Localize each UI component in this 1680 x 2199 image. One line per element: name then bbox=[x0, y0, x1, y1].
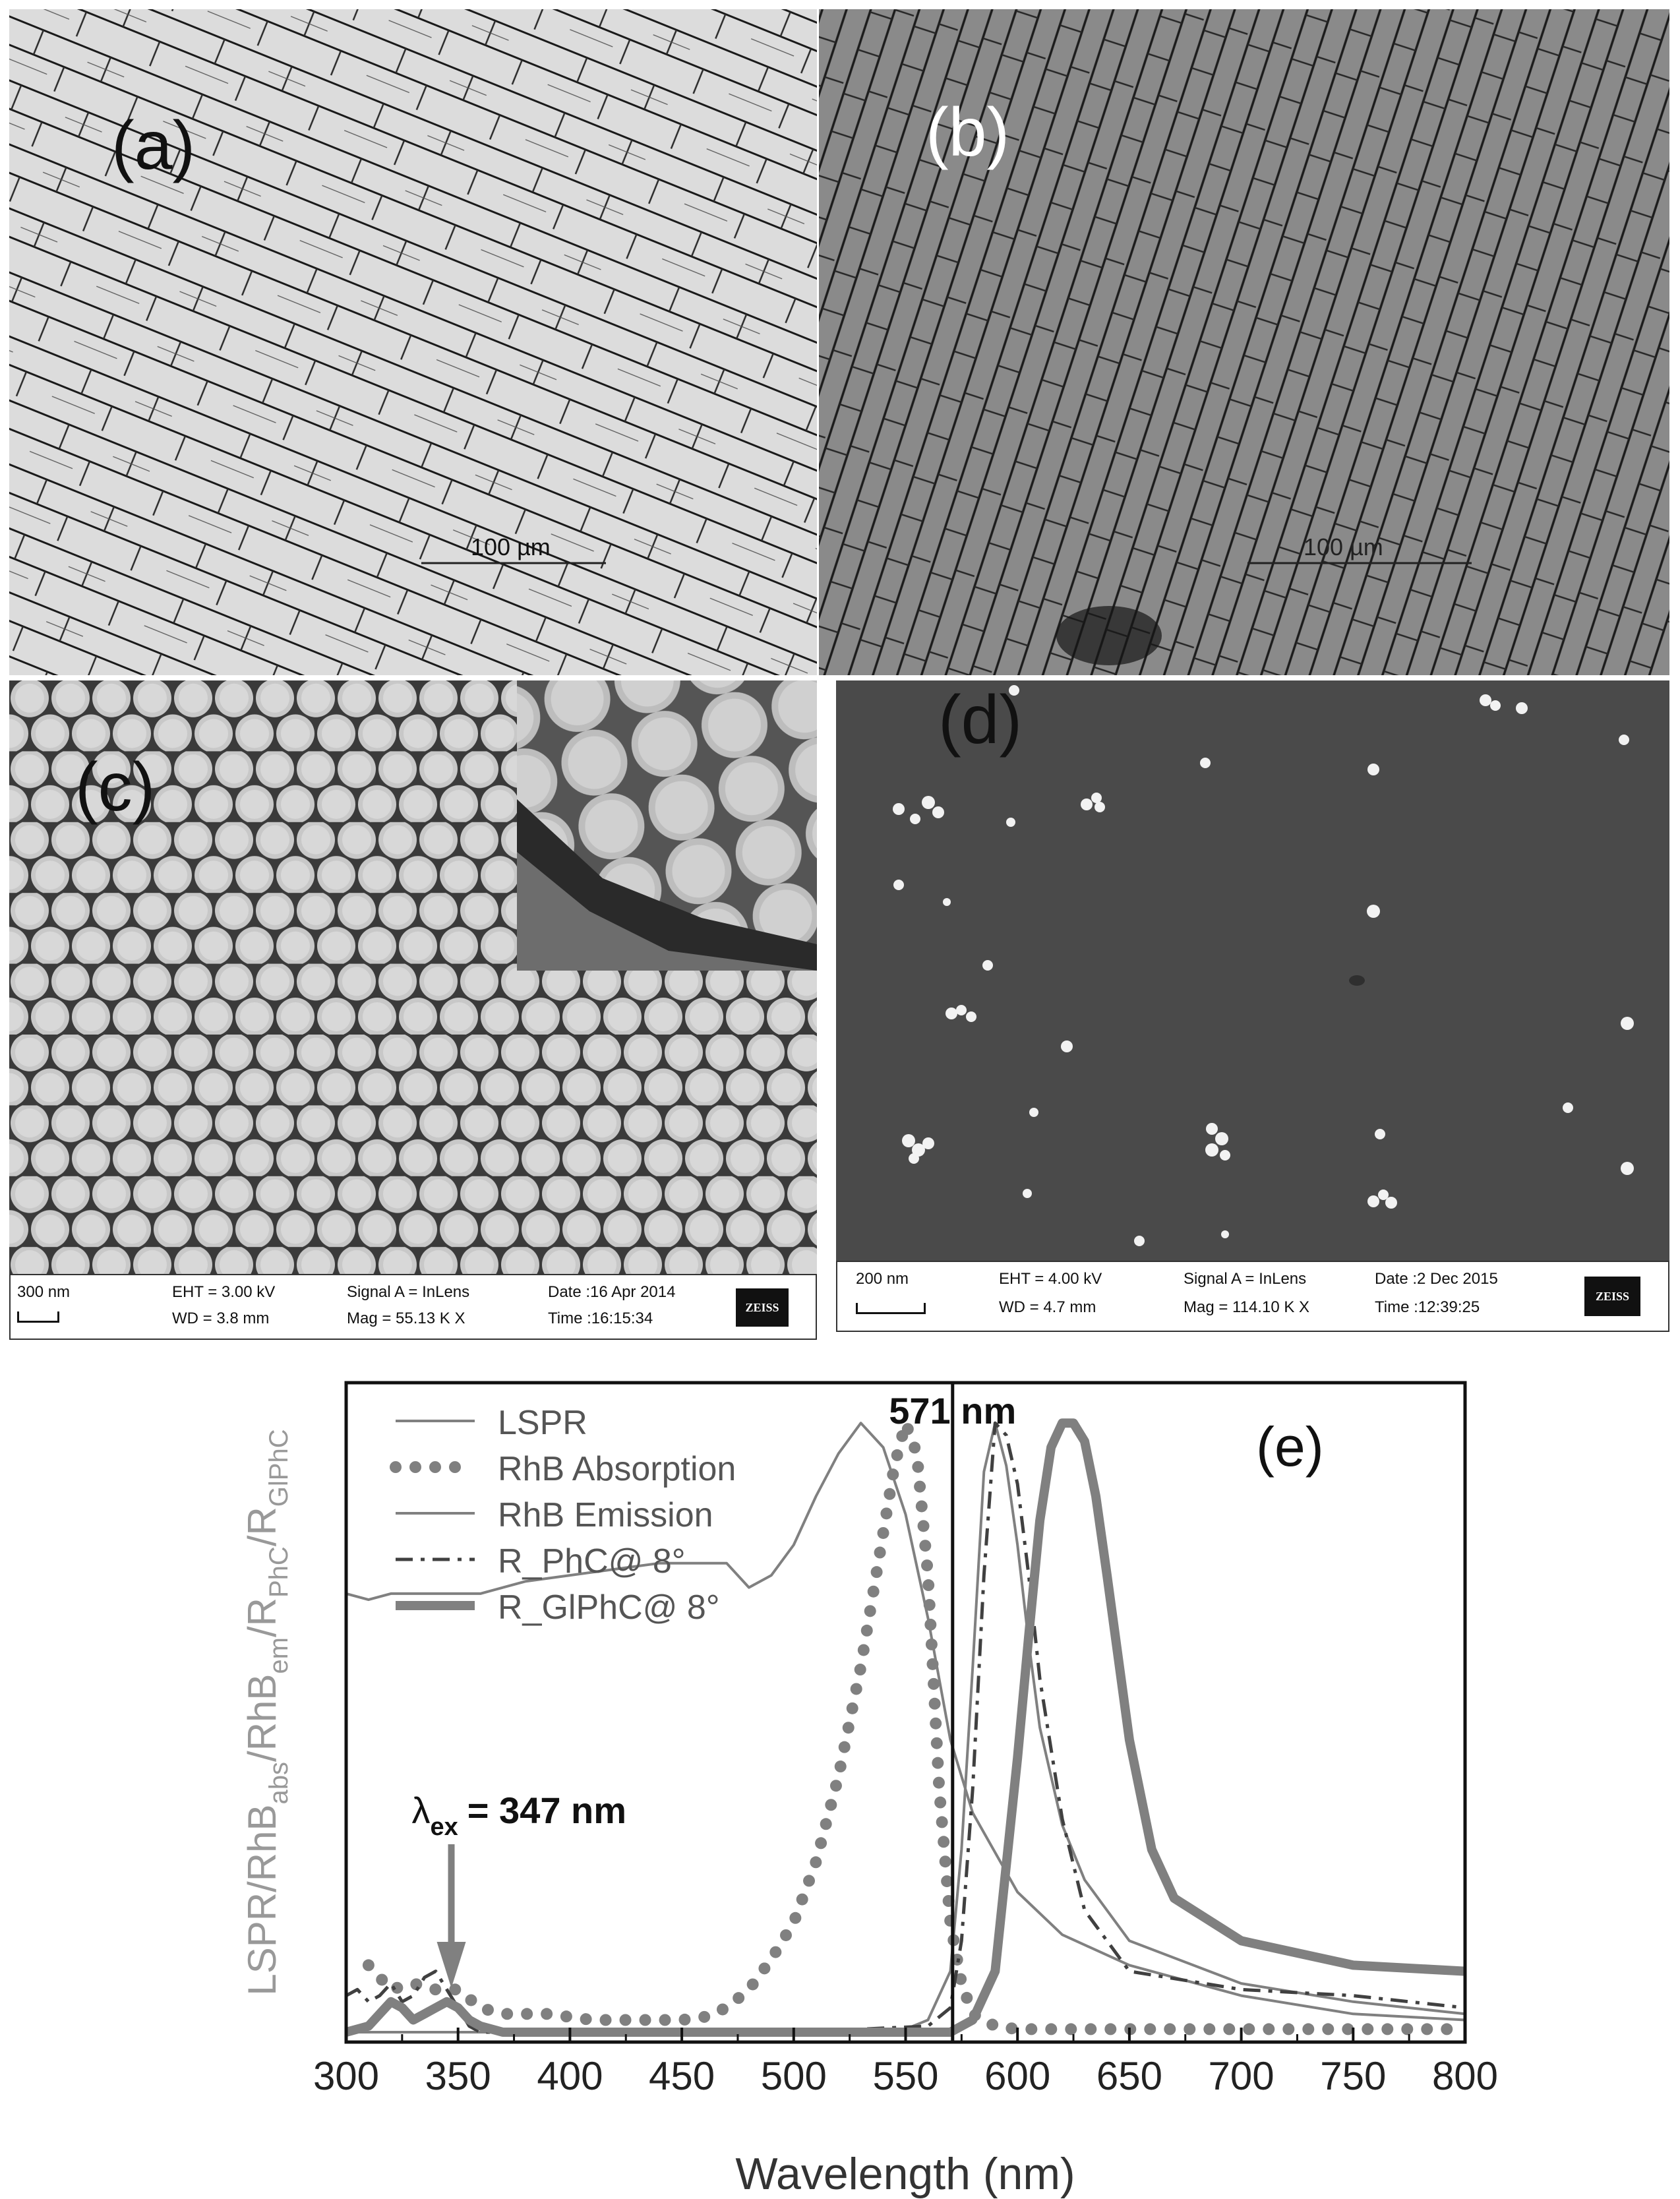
excitation-arrow bbox=[436, 1844, 466, 1988]
legend-label-2: RhB Emission bbox=[498, 1496, 713, 1534]
panel-a-label: (a) bbox=[111, 107, 196, 184]
series-3 bbox=[345, 1421, 1466, 2034]
annotation-lambda: λ bbox=[412, 1790, 431, 1831]
panel-b-scale: 100 µm bbox=[1304, 533, 1383, 560]
annotation-lambda-value: = 347 nm bbox=[467, 1790, 626, 1831]
x-tick-label: 550 bbox=[872, 2054, 938, 2098]
panel-d-label: (d) bbox=[938, 682, 1023, 758]
x-tick-label: 500 bbox=[761, 2054, 827, 2098]
legend-label-4: R_GlPhC@ 8° bbox=[498, 1588, 720, 1627]
panel-c-label: (c) bbox=[75, 749, 156, 826]
annotation-571nm: 571 nm bbox=[889, 1390, 1016, 1431]
x-tick-label: 400 bbox=[537, 2054, 603, 2098]
legend-label-0: LSPR bbox=[498, 1404, 587, 1442]
panel-c-wd: WD = 3.8 mm bbox=[172, 1310, 270, 1327]
panel-a-micrograph bbox=[9, 9, 817, 675]
panel-c-date: Date :16 Apr 2014 bbox=[548, 1283, 676, 1301]
x-tick-label: 450 bbox=[649, 2054, 715, 2098]
panel-b-micrograph bbox=[819, 9, 1669, 675]
x-tick-label: 800 bbox=[1432, 2054, 1498, 2098]
annotation-lambda-sub: ex bbox=[431, 1813, 458, 1841]
series-0 bbox=[345, 1422, 1466, 2022]
annotation-excitation: λex = 347 nm bbox=[412, 1790, 627, 1841]
panel-e-chart: 300 350 400 450 500 550 600 650 700 750 800 LSPR Rh… bbox=[240, 1381, 1498, 2199]
panel-d-zeiss-logo: ZEISS bbox=[1584, 1277, 1640, 1316]
x-tick-label: 300 bbox=[313, 2054, 379, 2098]
panel-c-zeiss-logo: ZEISS bbox=[736, 1288, 789, 1327]
legend-label-3: R_PhC@ 8° bbox=[498, 1542, 686, 1581]
x-axis-label: Wavelength (nm) bbox=[735, 2149, 1075, 2199]
panel-a-scale: 100 µm bbox=[471, 533, 551, 560]
panel-d-eht: EHT = 4.00 kV bbox=[999, 1270, 1102, 1288]
panel-d-wd: WD = 4.7 mm bbox=[999, 1298, 1096, 1316]
panel-d-time: Time :12:39:25 bbox=[1375, 1298, 1480, 1316]
panel-d-signal: Signal A = InLens bbox=[1184, 1270, 1307, 1288]
x-tick-label: 750 bbox=[1320, 2054, 1386, 2098]
panel-e-label: (e) bbox=[1256, 1416, 1324, 1478]
x-tick-label: 350 bbox=[425, 2054, 491, 2098]
panel-c-sem-image bbox=[9, 680, 817, 1274]
panel-c-info-bar: 300 nm EHT = 3.00 kV WD = 3.8 mm Signal … bbox=[9, 1274, 817, 1340]
panel-d-scale-text: 200 nm bbox=[856, 1270, 909, 1288]
panel-c-scale-text: 300 nm bbox=[17, 1283, 71, 1301]
panel-d-sem-image bbox=[836, 680, 1669, 1259]
panel-d-date: Date :2 Dec 2015 bbox=[1375, 1270, 1498, 1288]
panel-c-mag: Mag = 55.13 K X bbox=[347, 1310, 465, 1327]
legend-label-1: RhB Absorption bbox=[498, 1450, 736, 1488]
x-tick-label: 650 bbox=[1096, 2054, 1162, 2098]
panel-c-time: Time :16:15:34 bbox=[548, 1310, 653, 1327]
x-tick-label: 600 bbox=[984, 2054, 1050, 2098]
series-1 bbox=[362, 1417, 1471, 2035]
panel-a: (a) 100 µm bbox=[9, 9, 817, 675]
y-axis-label: LSPR/RhBabs/RhBem/RPhC/RGlPhC bbox=[240, 1429, 293, 1995]
legend: LSPR RhB Absorption RhB Emission R_PhC@ 8° R… bbox=[390, 1404, 736, 1627]
panel-c-signal: Signal A = InLens bbox=[347, 1283, 470, 1301]
panel-d: (d) 200 nm EHT = 4.00 kV WD = 4.7 mm Sig… bbox=[836, 680, 1669, 1332]
panel-d-scale-bar bbox=[856, 1303, 926, 1314]
panel-d-mag: Mag = 114.10 K X bbox=[1184, 1298, 1310, 1316]
panel-d-info-bar: 200 nm EHT = 4.00 kV WD = 4.7 mm Signal … bbox=[836, 1261, 1669, 1332]
panel-b: (b) 100 µm bbox=[819, 9, 1669, 675]
panel-c-scale-bar bbox=[17, 1311, 59, 1323]
panel-c: (c) 300 nm EHT = 3.00 kV WD = 3.8 mm Sig… bbox=[9, 680, 817, 1340]
x-tick-label: 700 bbox=[1209, 2054, 1275, 2098]
series-4 bbox=[345, 1418, 1466, 2037]
panel-c-inset bbox=[517, 680, 817, 971]
panel-c-eht: EHT = 3.00 kV bbox=[172, 1283, 276, 1301]
panel-b-label: (b) bbox=[926, 94, 1010, 171]
